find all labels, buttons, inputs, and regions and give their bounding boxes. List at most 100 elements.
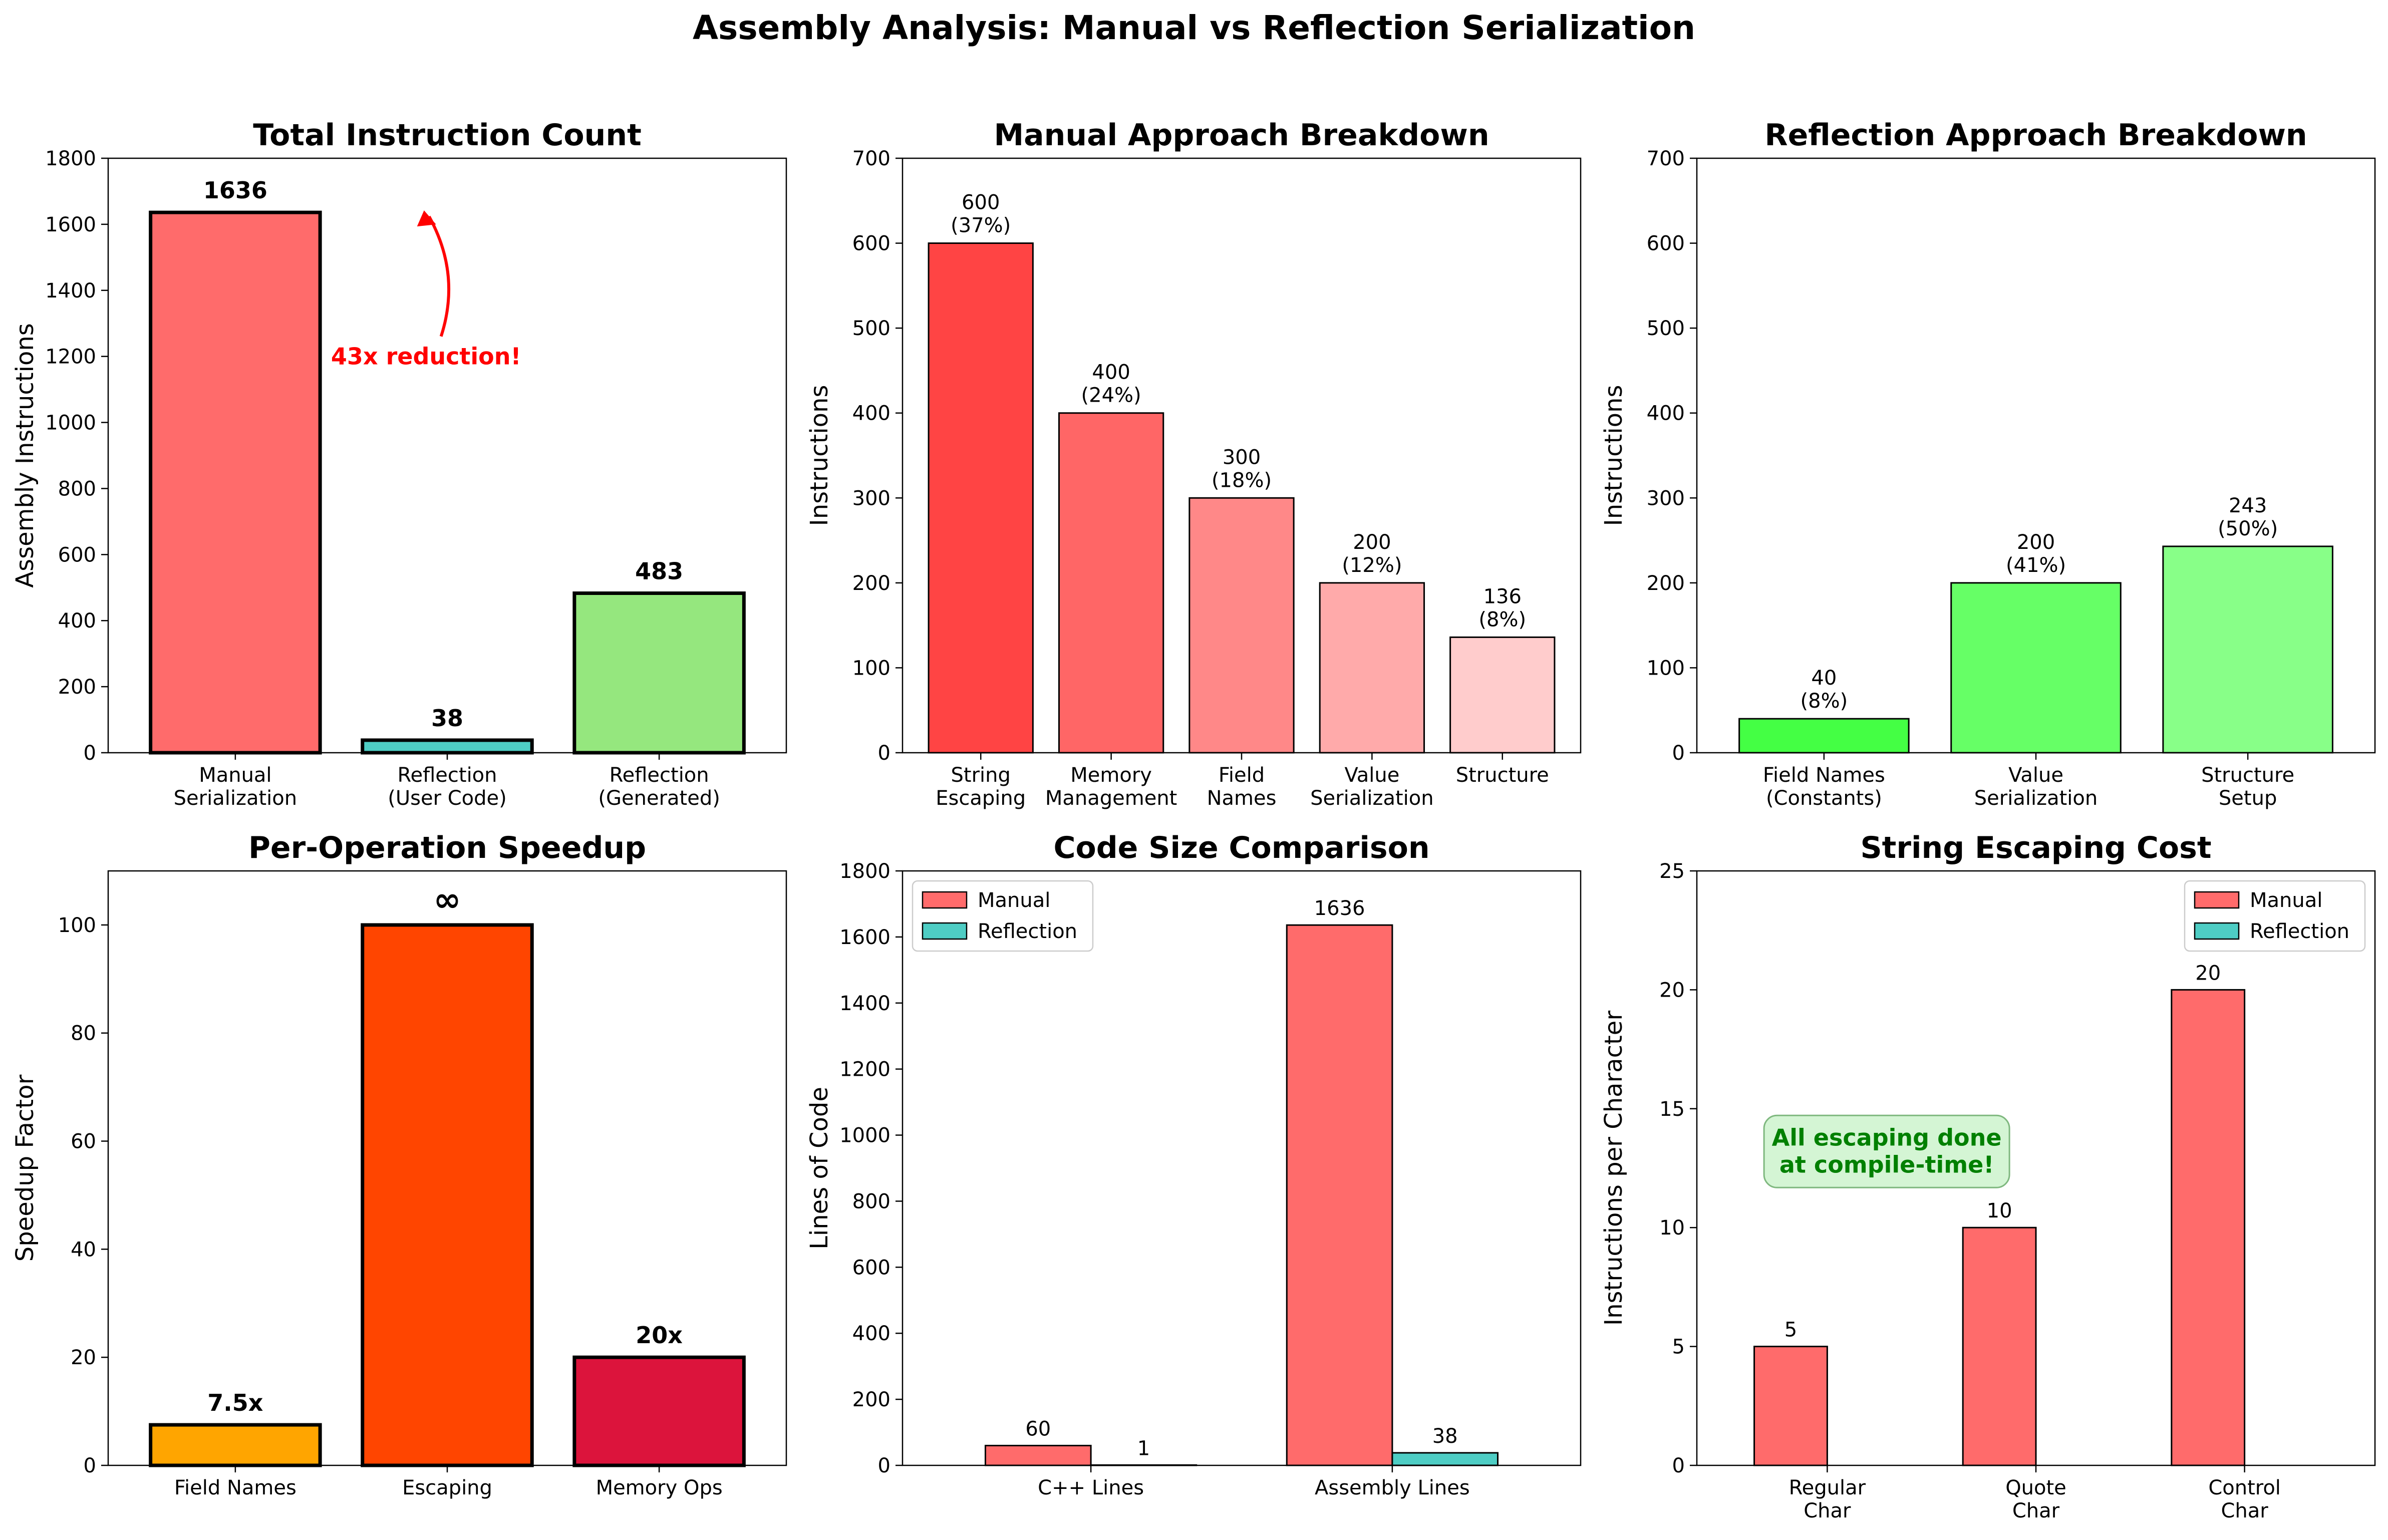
- legend-label-reflection: Reflection: [2250, 920, 2349, 943]
- figure-title: Assembly Analysis: Manual vs Reflection …: [693, 9, 1695, 47]
- y-tick-label: 200: [58, 676, 96, 699]
- y-tick-label: 1400: [45, 279, 96, 302]
- y-tick-label: 1800: [839, 860, 890, 883]
- chart-per-operation-speedup: Per-Operation Speedup Speedup Factor 0 20 40…: [11, 830, 787, 1499]
- y-tick-label: 600: [852, 232, 890, 255]
- value-label: 136 (8%): [1478, 585, 1526, 631]
- chart-title: Manual Approach Breakdown: [994, 118, 1489, 153]
- y-axis-label: Instructions per Character: [1600, 1011, 1628, 1326]
- bar-structure: [1449, 636, 1556, 754]
- y-tick-label: 800: [852, 1190, 890, 1213]
- value-label: 38: [1432, 1425, 1458, 1448]
- y-tick-label: 1000: [45, 412, 96, 435]
- annotation-arrowhead: [417, 210, 436, 227]
- y-tick-label: 10: [1659, 1216, 1685, 1240]
- x-tick-label-field-names-constants: Field Names (Constants): [1763, 764, 1885, 810]
- x-tick-label-field-names: Field Names: [1207, 764, 1277, 810]
- bar-manual-control-char: [2171, 989, 2246, 1466]
- x-tick-label-memory-ops: Memory Ops: [596, 1476, 723, 1499]
- y-tick-label: 1600: [839, 926, 890, 949]
- y-tick-label: 500: [852, 317, 890, 340]
- chart-string-escaping-cost: String Escaping Cost Instructions per Cha…: [1600, 830, 2376, 1522]
- y-tick-label: 600: [852, 1256, 890, 1279]
- y-tick-label: 1000: [839, 1124, 890, 1147]
- y-axis-label: Assembly Instructions: [11, 323, 39, 588]
- y-tick-label: 60: [71, 1130, 96, 1153]
- chart-title: String Escaping Cost: [1860, 830, 2211, 865]
- y-tick-label: 200: [1647, 572, 1685, 595]
- y-tick-label: 400: [852, 402, 890, 425]
- y-tick-label: 200: [852, 1388, 890, 1411]
- y-tick-label: 0: [878, 1454, 890, 1477]
- bar-structure-setup: [2162, 545, 2333, 754]
- x-tick-label-string-escaping: String Escaping: [936, 764, 1026, 810]
- x-tick-label-reflection-user-code: Reflection (User Code): [388, 764, 507, 810]
- y-tick-label: 1400: [839, 992, 890, 1015]
- x-tick-label-escaping: Escaping: [402, 1476, 492, 1499]
- y-tick-label: 25: [1659, 860, 1685, 883]
- y-tick-label: 800: [58, 477, 96, 500]
- value-label: 20x: [636, 1322, 683, 1349]
- legend-label-manual: Manual: [978, 889, 1050, 912]
- y-tick-label: 100: [58, 914, 96, 937]
- bar-manual-quote-char: [1962, 1226, 2037, 1466]
- value-label: 483: [635, 557, 683, 584]
- x-tick-label-memory-management: Memory Management: [1045, 764, 1177, 810]
- bar-manual-regular-char: [1753, 1346, 1828, 1466]
- y-tick-label: 0: [84, 1454, 96, 1477]
- value-label: ∞: [434, 880, 461, 919]
- axes-frame: [902, 870, 1582, 1466]
- y-axis-label: Speedup Factor: [11, 1074, 39, 1262]
- x-tick-label-field-names: Field Names: [174, 1476, 296, 1499]
- chart-code-size-comparison: Code Size Comparison Lines of Code 0 200 400…: [805, 830, 1582, 1499]
- value-label: 40 (8%): [1801, 667, 1848, 713]
- x-tick-label-control-char: Control Char: [2208, 1476, 2281, 1522]
- legend: Manual Reflection: [2184, 880, 2366, 952]
- y-tick-label: 500: [1647, 317, 1685, 340]
- x-tick-label-value-serialization: Value Serialization: [1974, 764, 2098, 810]
- y-tick-label: 0: [84, 742, 96, 765]
- x-tick-label-structure: Structure: [1456, 764, 1549, 787]
- y-axis-label: Lines of Code: [805, 1087, 833, 1250]
- axes-frame: [107, 157, 787, 754]
- value-label: 7.5x: [207, 1389, 263, 1416]
- y-tick-label: 1200: [839, 1058, 890, 1081]
- y-tick-label: 400: [58, 609, 96, 633]
- y-tick-label: 20: [1659, 979, 1685, 1002]
- y-tick-label: 0: [878, 742, 890, 765]
- y-tick-label: 400: [852, 1322, 890, 1345]
- bar-reflection-assembly-lines: [1391, 1452, 1499, 1466]
- x-tick-label-c-lines: C++ Lines: [1038, 1476, 1144, 1499]
- value-label: 300 (18%): [1212, 446, 1272, 492]
- bar-value-serialization: [1319, 582, 1425, 754]
- y-tick-label: 1800: [45, 147, 96, 170]
- y-tick-label: 1200: [45, 346, 96, 369]
- legend-swatch-reflection: [2194, 922, 2240, 940]
- bar-reflection-generated: [572, 591, 746, 755]
- y-tick-label: 80: [71, 1022, 96, 1045]
- chart-title: Code Size Comparison: [1053, 830, 1429, 865]
- legend-swatch-reflection: [922, 922, 968, 940]
- bar-memory-ops: [572, 1355, 746, 1467]
- y-tick-label: 400: [1647, 402, 1685, 425]
- bar-field-names-constants: [1738, 718, 1910, 754]
- y-tick-label: 300: [1647, 487, 1685, 510]
- y-tick-label: 0: [1672, 742, 1685, 765]
- bar-escaping: [361, 923, 534, 1467]
- value-label: 38: [431, 705, 463, 732]
- axes-frame: [902, 157, 1582, 754]
- annotation-text: 43x reduction!: [331, 343, 521, 370]
- bar-field-names: [1188, 497, 1295, 754]
- y-axis-label: Instructions: [1600, 385, 1628, 526]
- bar-memory-management: [1058, 412, 1164, 754]
- value-label: 10: [1987, 1199, 2012, 1222]
- chart-reflection-breakdown: Reflection Approach Breakdown Instruction…: [1600, 118, 2376, 810]
- bar-manual-assembly-lines: [1286, 924, 1393, 1466]
- x-tick-label-reflection-generated: Reflection (Generated): [598, 764, 720, 810]
- value-label: 200 (12%): [1342, 531, 1402, 577]
- y-tick-label: 300: [852, 487, 890, 510]
- axes-frame: [107, 870, 787, 1466]
- note-text: All escaping done at compile-time!: [1772, 1124, 2002, 1178]
- value-label: 1: [1137, 1437, 1150, 1460]
- x-tick-label-quote-char: Quote Char: [2005, 1476, 2066, 1522]
